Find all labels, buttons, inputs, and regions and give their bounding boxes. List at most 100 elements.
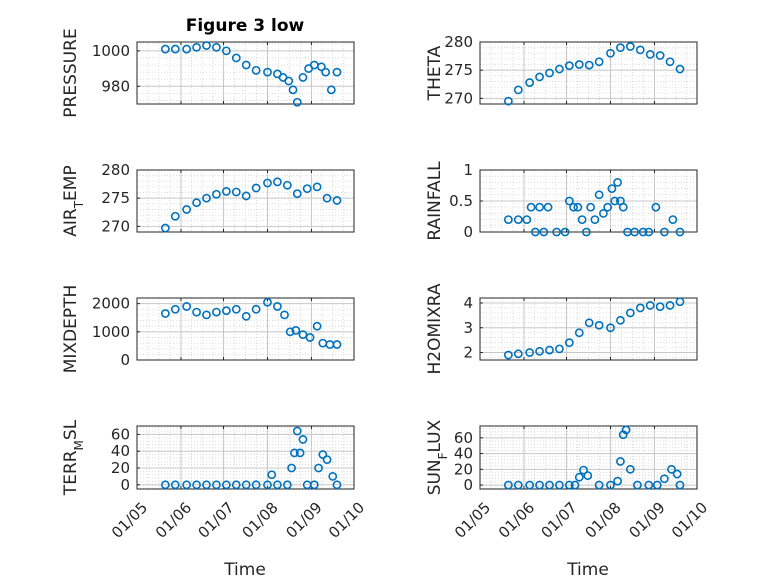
data-point xyxy=(581,227,591,237)
data-point xyxy=(525,480,535,490)
data-point xyxy=(288,85,298,95)
data-point xyxy=(332,67,342,77)
data-point xyxy=(298,435,308,444)
data-point xyxy=(212,42,221,52)
y-axis-label: TERRMSL xyxy=(61,419,86,496)
data-point xyxy=(503,350,513,360)
data-point xyxy=(292,189,302,199)
x-tick-label: 01/05 xyxy=(451,499,494,542)
data-series xyxy=(503,177,685,237)
data-point xyxy=(292,97,302,107)
data-point xyxy=(273,302,282,311)
data-point xyxy=(251,65,261,75)
data-point xyxy=(583,471,593,481)
x-tick-label: 01/09 xyxy=(625,499,668,542)
data-point xyxy=(328,471,338,481)
data-point xyxy=(182,205,192,214)
data-point xyxy=(305,333,315,342)
data-point xyxy=(564,196,574,206)
data-point xyxy=(291,326,301,335)
x-tick-label: 01/08 xyxy=(581,499,624,542)
data-point xyxy=(644,480,654,490)
data-point xyxy=(635,303,645,313)
data-point xyxy=(659,227,669,237)
y-axis-label: RAINFALL xyxy=(425,161,445,241)
data-point xyxy=(231,480,241,490)
data-point xyxy=(625,464,635,474)
data-point xyxy=(606,323,615,333)
axes-box xyxy=(479,41,698,105)
x-tick-label: 01/05 xyxy=(108,499,151,542)
data-point xyxy=(579,465,588,475)
axes-box xyxy=(136,41,355,105)
data-series xyxy=(160,297,342,349)
data-point xyxy=(570,480,580,490)
axes-box xyxy=(136,297,355,361)
data-point xyxy=(564,61,574,71)
data-point xyxy=(638,227,648,237)
subplot-air-temp: 270 275 280 AIRTEMP xyxy=(61,161,355,237)
y-tick-label: 1 xyxy=(463,161,473,179)
data-series xyxy=(503,425,685,490)
data-point xyxy=(633,480,642,490)
y-tick-label: 20 xyxy=(454,460,473,478)
data-point xyxy=(309,480,319,490)
x-axis-label-right: Time xyxy=(566,560,609,580)
data-point xyxy=(525,348,535,357)
y-tick-label: 2 xyxy=(463,344,473,362)
data-point xyxy=(675,227,685,237)
y-axis-label: THETA xyxy=(425,45,445,101)
data-point xyxy=(332,196,342,205)
y-tick-label: 275 xyxy=(101,189,130,207)
x-tick-label: 01/06 xyxy=(495,499,538,542)
axes-box xyxy=(479,425,698,490)
x-tick-label: 01/10 xyxy=(325,499,368,542)
data-point xyxy=(668,215,678,224)
data-point xyxy=(295,448,305,458)
data-series xyxy=(160,41,342,107)
data-point xyxy=(584,60,594,70)
data-point xyxy=(302,184,312,193)
data-point xyxy=(170,304,180,314)
data-point xyxy=(613,177,622,187)
data-point xyxy=(535,480,544,490)
y-tick-label: 2000 xyxy=(92,295,130,313)
data-point xyxy=(267,470,277,480)
data-point xyxy=(231,304,241,314)
data-point xyxy=(503,480,513,490)
data-point xyxy=(284,76,294,86)
data-point xyxy=(577,215,587,224)
data-point xyxy=(644,227,654,237)
x-axis-label-left: Time xyxy=(223,560,266,580)
y-axis-label: MIXDEPTH xyxy=(61,285,81,374)
data-point xyxy=(530,227,540,237)
data-point xyxy=(675,480,685,490)
data-point xyxy=(280,310,289,320)
data-point xyxy=(574,472,584,482)
data-point xyxy=(560,227,570,237)
data-point xyxy=(652,480,662,490)
data-point xyxy=(513,215,523,224)
y-tick-label: 4 xyxy=(463,294,473,312)
y-tick-label: 3 xyxy=(463,319,473,337)
figure-title: Figure 3 low xyxy=(186,16,305,36)
data-point xyxy=(202,310,211,320)
data-point xyxy=(202,480,211,490)
subplot-pressure: 980 1000 PRESSURE xyxy=(61,28,355,118)
axes-box xyxy=(136,169,355,233)
data-point xyxy=(616,315,625,325)
y-tick-label: 60 xyxy=(454,429,473,447)
data-point xyxy=(263,297,272,307)
data-point xyxy=(665,57,675,67)
y-tick-label: 980 xyxy=(101,77,130,95)
data-point xyxy=(625,308,635,318)
data-point xyxy=(594,320,604,330)
data-series xyxy=(160,177,342,233)
data-point xyxy=(590,215,600,224)
data-point xyxy=(192,198,201,208)
data-point xyxy=(192,42,201,52)
minor-grid xyxy=(137,297,354,361)
